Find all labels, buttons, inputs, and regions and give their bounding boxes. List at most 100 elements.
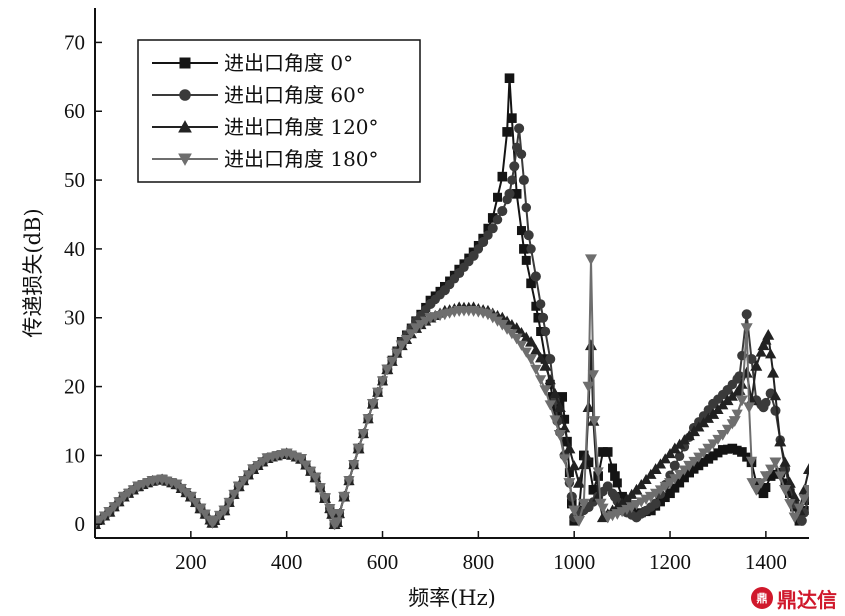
data-point <box>237 476 250 487</box>
data-point <box>741 309 752 320</box>
data-point <box>594 498 607 510</box>
data-point <box>530 271 541 282</box>
data-point <box>755 346 767 357</box>
data-point <box>468 250 479 261</box>
data-point <box>545 353 556 365</box>
data-point <box>319 493 332 505</box>
data-point <box>410 323 423 335</box>
data-point <box>757 339 770 351</box>
data-point <box>745 456 758 467</box>
data-point <box>132 481 145 493</box>
data-point <box>788 491 801 502</box>
data-point <box>803 463 809 474</box>
data-point <box>536 327 546 337</box>
legend: 进出口角度 0° 进出口角度 60° 进出口角度 120° 进出口角度 180° <box>137 39 421 183</box>
data-point <box>146 476 159 487</box>
data-point <box>669 460 680 471</box>
data-point <box>588 416 601 427</box>
data-point <box>487 223 498 234</box>
data-point <box>721 424 734 435</box>
data-point <box>326 509 339 520</box>
data-point <box>683 460 696 472</box>
y-tick-label: 0 <box>75 512 86 536</box>
data-point <box>694 461 704 471</box>
data-point <box>553 401 566 413</box>
data-point <box>535 375 547 386</box>
data-point <box>780 478 790 488</box>
data-point <box>767 366 780 378</box>
data-point <box>232 481 245 493</box>
data-point <box>587 370 599 381</box>
data-point <box>549 387 561 398</box>
data-point <box>588 485 599 495</box>
data-point <box>673 469 686 480</box>
data-point <box>348 460 360 471</box>
data-point <box>765 471 776 481</box>
data-point <box>758 402 769 413</box>
data-point <box>750 359 763 371</box>
data-point <box>670 483 680 493</box>
series-3 <box>95 254 809 531</box>
data-point <box>803 485 809 496</box>
data-point <box>309 472 322 484</box>
data-point <box>352 443 365 455</box>
y-tick-label: 20 <box>64 375 85 399</box>
data-point <box>520 347 532 358</box>
data-point <box>655 497 665 507</box>
data-point <box>395 340 408 352</box>
data-point <box>770 405 781 416</box>
data-point <box>731 409 743 420</box>
data-point <box>483 230 493 240</box>
data-point <box>664 478 677 489</box>
data-point <box>583 457 594 468</box>
data-point <box>674 451 685 461</box>
ticks: 200 400 600 800 1000 1200 1400 0 10 20 30 40 50 60 70 <box>64 30 787 574</box>
data-point <box>424 312 437 324</box>
legend-label: 进出口角度 120° <box>224 115 379 139</box>
data-point <box>514 123 525 134</box>
data-point <box>762 328 775 340</box>
data-point <box>750 485 763 496</box>
data-point <box>572 476 585 488</box>
data-point <box>564 468 574 478</box>
data-point <box>751 478 762 488</box>
data-point <box>540 326 551 337</box>
x-tick-label: 1200 <box>649 550 691 574</box>
data-point <box>717 445 728 455</box>
data-point <box>746 353 757 365</box>
data-point <box>103 507 116 518</box>
data-point <box>644 491 657 503</box>
data-point <box>640 473 652 484</box>
data-point <box>530 344 542 355</box>
data-point <box>712 434 724 445</box>
data-point <box>531 301 541 311</box>
data-point <box>612 478 622 488</box>
data-point <box>113 497 125 508</box>
data-point <box>400 335 413 346</box>
data-point <box>526 244 536 254</box>
data-point <box>117 491 130 503</box>
data-point <box>734 371 745 382</box>
data-point <box>218 505 231 517</box>
data-point <box>228 489 240 501</box>
data-point <box>707 408 720 419</box>
data-point <box>798 494 809 505</box>
y-tick-label: 30 <box>64 306 85 330</box>
data-point <box>635 479 647 490</box>
data-point <box>761 483 771 493</box>
data-point <box>601 512 614 524</box>
data-point <box>774 471 786 482</box>
data-point <box>502 127 512 137</box>
data-point <box>516 226 526 236</box>
data-point <box>553 429 566 441</box>
data-point <box>507 175 517 185</box>
data-point <box>520 331 532 342</box>
legend-label: 进出口角度 60° <box>224 83 366 107</box>
data-point <box>584 254 597 266</box>
data-point <box>684 467 695 478</box>
data-point <box>184 491 197 503</box>
data-point <box>454 267 465 279</box>
data-point <box>679 473 689 483</box>
data-point <box>223 497 235 509</box>
data-point <box>366 398 379 410</box>
